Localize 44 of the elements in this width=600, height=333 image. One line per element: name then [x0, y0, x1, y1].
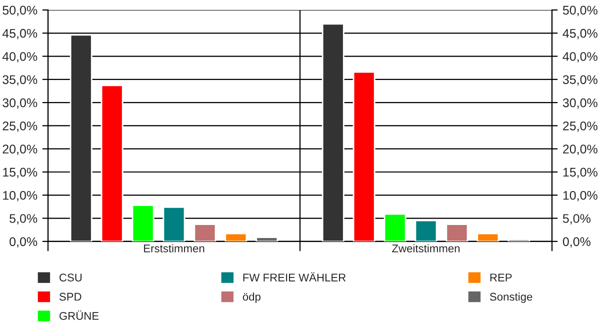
y-tick-label: 40,0% [2, 52, 38, 62]
legend-label: ödp [242, 292, 260, 303]
y2-tick-label: 5,0% [562, 214, 590, 224]
bar [322, 23, 344, 242]
bar [476, 232, 500, 242]
bar [256, 236, 278, 242]
bar [100, 84, 124, 242]
y2-tick-label: 45,0% [562, 28, 598, 40]
legend-label: CSU [60, 274, 82, 282]
y-tick-label: 20,0% [2, 144, 38, 155]
y2-tick-label: 35,0% [562, 75, 598, 86]
y2-tick-label: 30,0% [562, 98, 598, 109]
bar [384, 213, 406, 242]
bar [414, 220, 438, 242]
y-tick-label: 25,0% [2, 122, 38, 132]
y-tick-label: 10,0% [3, 190, 38, 202]
legend-label: SPD [59, 292, 82, 301]
legend-label: FW FREIE WÄHLER [243, 272, 346, 282]
x-tick-label: Zweitstimmen [392, 244, 460, 252]
legend-label: GRÜNE [60, 310, 99, 320]
y-tick-label: 30,0% [2, 98, 38, 109]
bar [446, 224, 468, 242]
y-tick-label: 50,0% [2, 6, 38, 16]
bar [352, 71, 376, 242]
y-tick-label: 0,0% [10, 237, 38, 248]
y-tick-label: 35,0% [2, 75, 38, 86]
bar [194, 224, 216, 242]
y-tick-label: 5,0% [10, 214, 38, 224]
x-tick-label: Erststimmen [144, 244, 204, 252]
y2-tick-label: 50,0% [562, 6, 598, 16]
legend-label: Sonstige [490, 292, 532, 303]
bar [224, 232, 248, 242]
y2-tick-label: 25,0% [563, 122, 598, 132]
y2-tick-label: 10,0% [563, 190, 598, 202]
y2-tick-label: 0,0% [562, 237, 590, 248]
y2-tick-label: 15,0% [563, 168, 598, 178]
y2-tick-label: 20,0% [563, 144, 598, 155]
y-tick-label: 15,0% [3, 168, 38, 178]
bar [162, 206, 186, 242]
legend-label: REP [490, 274, 512, 282]
y2-tick-label: 40,0% [562, 52, 598, 62]
bar [70, 34, 92, 242]
bar [132, 204, 154, 242]
y-tick-label: 45,0% [2, 28, 38, 40]
